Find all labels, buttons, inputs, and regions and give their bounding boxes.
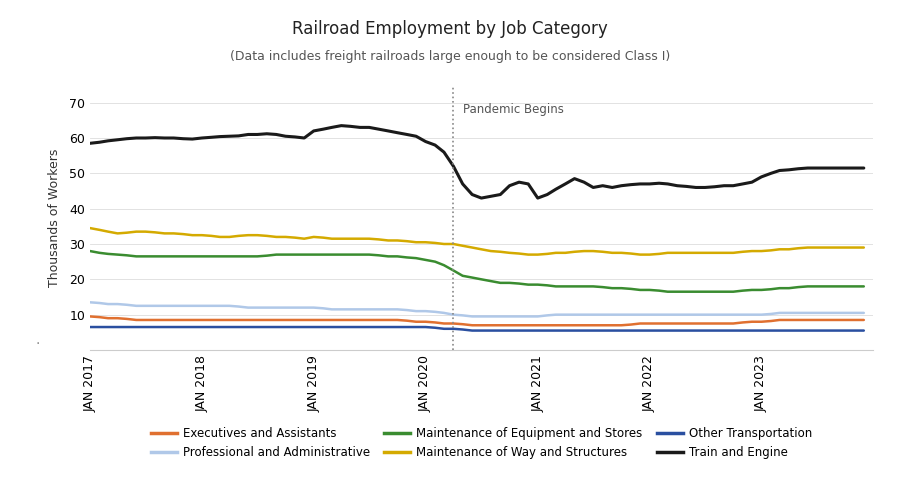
Y-axis label: Thousands of Workers: Thousands of Workers [48,148,61,286]
Text: .: . [35,334,40,347]
Legend: Executives and Assistants, Professional and Administrative, Maintenance of Equip: Executives and Assistants, Professional … [147,422,816,464]
Text: Railroad Employment by Job Category: Railroad Employment by Job Category [292,20,608,38]
Text: Pandemic Begins: Pandemic Begins [463,102,563,116]
Text: (Data includes freight railroads large enough to be considered Class I): (Data includes freight railroads large e… [230,50,670,63]
